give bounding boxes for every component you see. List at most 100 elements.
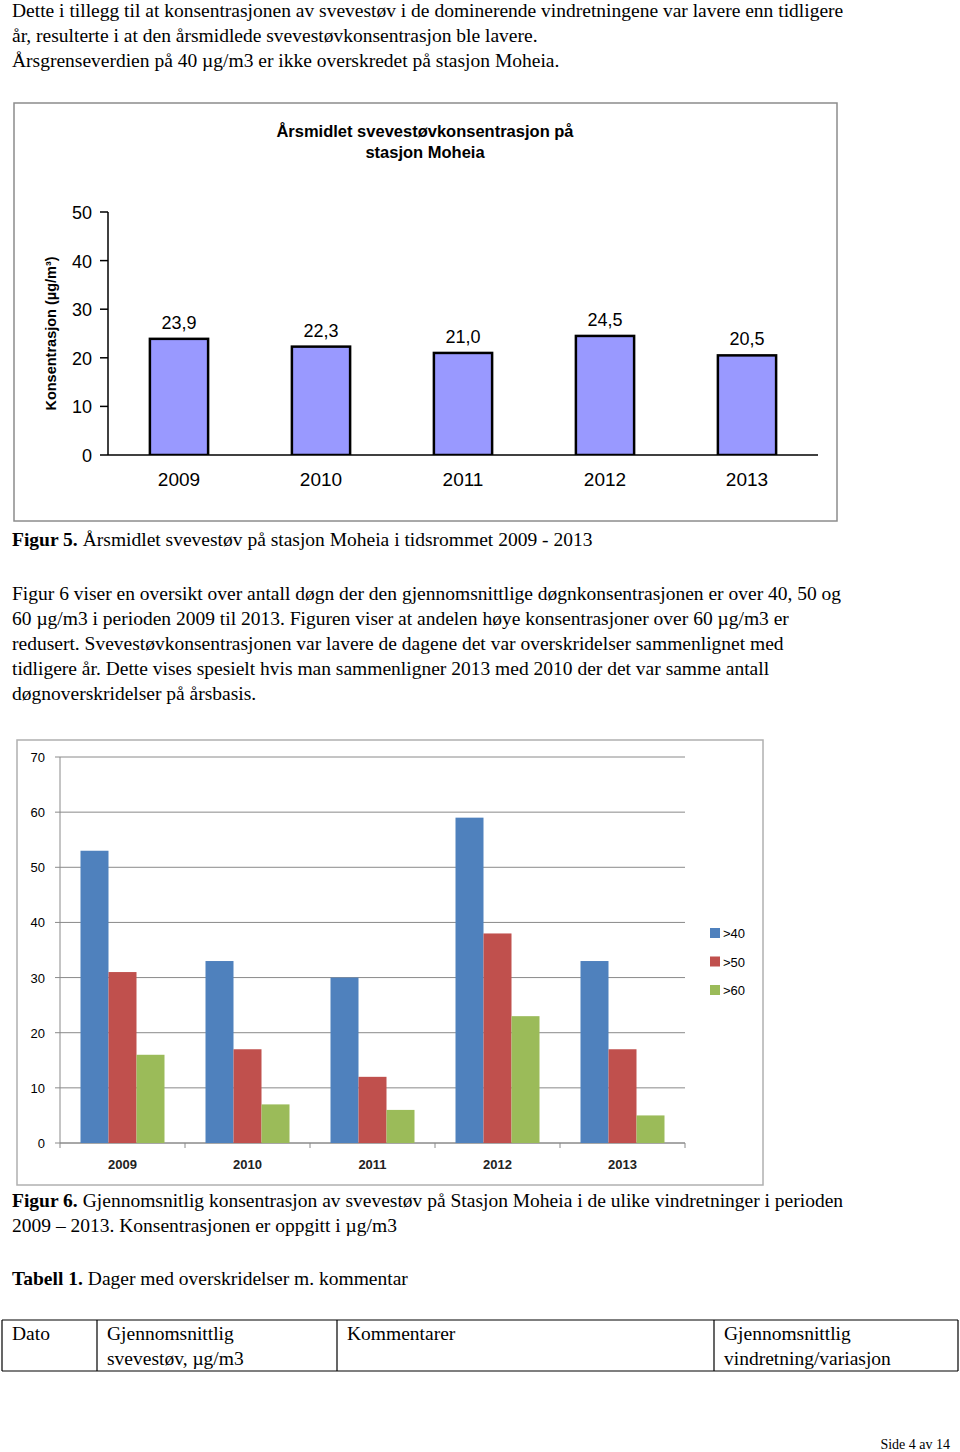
table-border: [336, 1320, 337, 1371]
axis-label: Konsentrasjon (µg/m³): [43, 256, 59, 410]
body-text: Figur 6 viser en oversikt over antall dø…: [12, 583, 841, 604]
chart-title: stasjon Moheia: [365, 143, 485, 161]
tick-label: 40: [31, 915, 45, 930]
category-label: 2011: [443, 469, 484, 490]
data-label: 22,3: [303, 321, 338, 341]
x-tick: [435, 1143, 436, 1148]
table-header: Gjennomsnittlig: [724, 1323, 851, 1344]
bar: [609, 1049, 637, 1143]
caption-text: Årsmidlet svevestøv på stasjon Moheia i …: [83, 529, 593, 550]
legend-swatch: [710, 985, 720, 995]
tick-label: 60: [31, 805, 45, 820]
bar: [81, 851, 109, 1143]
caption-label: Figur 6.: [12, 1190, 78, 1211]
data-label: 20,5: [729, 329, 764, 349]
tick-mark: [100, 260, 108, 262]
table-border: [2, 1319, 958, 1320]
x-tick: [560, 1143, 561, 1148]
table-header: Kommentarer: [347, 1323, 456, 1344]
body-text: tidligere år. Dette vises spesielt hvis …: [12, 658, 770, 679]
category-label: 2011: [358, 1157, 386, 1172]
tick-mark: [100, 357, 108, 359]
y-axis: [107, 212, 109, 455]
category-label: 2013: [608, 1157, 637, 1172]
tick-label: 0: [38, 1136, 45, 1151]
table-header: Gjennomsnittlig: [107, 1323, 234, 1344]
table-header: svevestøv, µg/m3: [107, 1348, 244, 1369]
table-title: Tabell 1.Dager med overskridelser m. kom…: [12, 1268, 408, 1289]
category-label: 2010: [300, 469, 342, 490]
tick-mark: [100, 406, 108, 408]
grid-line: [55, 757, 685, 758]
category-label: 2012: [584, 469, 626, 490]
x-tick: [185, 1143, 186, 1148]
bar: [331, 978, 359, 1143]
bars: [81, 818, 665, 1143]
caption: Figur 6.Gjennomsnitlig konsentrasjon av …: [12, 1190, 843, 1211]
category-label: 2010: [233, 1157, 262, 1172]
legend-swatch: [710, 957, 720, 967]
chart-frame: [17, 740, 763, 1185]
tick-label: 70: [31, 750, 45, 765]
tick-label: 50: [31, 860, 45, 875]
table-border: [2, 1370, 958, 1371]
tick-label: 10: [31, 1081, 45, 1096]
legend-label: >50: [723, 955, 745, 970]
tick-mark: [100, 211, 108, 213]
page: Dette i tillegg til at konsentrasjonen a…: [0, 0, 960, 1452]
tick-label: 0: [82, 446, 92, 466]
bar: [484, 933, 512, 1143]
bar: [359, 1077, 387, 1143]
body-text: redusert. Svevestøvkonsentrasjonen var l…: [12, 633, 784, 654]
table-border: [957, 1320, 958, 1371]
tick-mark: [100, 308, 108, 310]
body-text: døgnoverskridelser på årsbasis.: [12, 683, 256, 704]
bar: [581, 961, 609, 1143]
category-label: 2012: [483, 1157, 512, 1172]
bar: [576, 336, 634, 455]
grid-line: [55, 867, 685, 868]
category-label: 2009: [158, 469, 200, 490]
bar: [262, 1104, 290, 1143]
x-tick: [310, 1143, 311, 1148]
bar: [637, 1115, 665, 1143]
data-label: 23,9: [161, 313, 196, 333]
x-tick: [60, 1143, 61, 1148]
bar: [512, 1016, 540, 1143]
caption-text: Gjennomsnitlig konsentrasjon av svevestø…: [83, 1190, 844, 1211]
tick-label: 10: [72, 397, 92, 417]
category-label: 2013: [726, 469, 768, 490]
grid-line: [55, 812, 685, 813]
tick-mark: [100, 454, 108, 456]
legend-swatch: [710, 928, 720, 938]
bar: [150, 339, 208, 455]
bar: [718, 355, 776, 455]
page-footer: Side 4 av 14: [880, 1437, 950, 1452]
category-label: 2009: [108, 1157, 137, 1172]
bar: [206, 961, 234, 1143]
bar: [292, 347, 350, 455]
caption-label: Figur 5.: [12, 529, 78, 550]
y-axis: [60, 757, 61, 1143]
body-text: Årsgrenseverdien på 40 µg/m3 er ikke ove…: [12, 50, 559, 71]
data-label: 24,5: [587, 310, 622, 330]
tick-label: 40: [72, 252, 92, 272]
tick-label: 50: [72, 203, 92, 223]
table-label: Tabell 1.: [12, 1268, 83, 1289]
caption: Figur 5.Årsmidlet svevestøv på stasjon M…: [12, 529, 592, 550]
tick-label: 30: [31, 971, 45, 986]
table-border: [1, 1320, 2, 1371]
bar: [137, 1055, 165, 1143]
table-header: vindretning/variasjon: [724, 1348, 891, 1369]
table-title-text: Dager med overskridelser m. kommentar: [88, 1268, 409, 1289]
body-text: Dette i tillegg til at konsentrasjonen a…: [12, 0, 843, 21]
body-text: år, resulterte i at den årsmidlede sveve…: [12, 25, 538, 46]
tick-label: 20: [72, 349, 92, 369]
legend-label: >60: [723, 983, 745, 998]
chart-frame: [14, 103, 837, 521]
data-label: 21,0: [445, 327, 480, 347]
bar: [456, 818, 484, 1143]
bar: [387, 1110, 415, 1143]
bar: [434, 353, 492, 455]
table-border: [96, 1320, 97, 1371]
